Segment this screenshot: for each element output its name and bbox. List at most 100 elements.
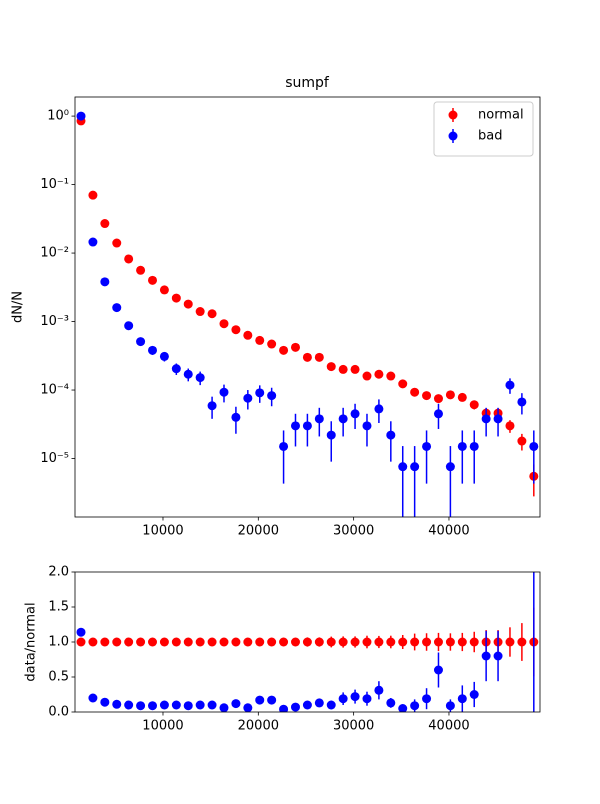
legend-marker [448,110,458,120]
data-point [338,414,348,424]
data-point [350,409,360,419]
chart-title: sumpf [285,75,330,91]
data-point [255,335,265,345]
y-tick-label: 1.0 [48,635,69,650]
data-point [362,637,372,647]
data-point [457,694,467,704]
data-point [386,698,396,708]
data-point [100,637,110,647]
data-point [433,394,443,404]
data-point [195,373,205,383]
data-point [219,703,229,712]
data-point [171,364,181,374]
data-point [338,694,348,704]
y-axis-label: dN/N [11,291,26,323]
data-point [195,307,205,317]
data-point [112,699,122,709]
data-point [517,637,527,647]
data-point [445,390,455,400]
axes-frame [74,571,541,713]
y-tick-label: 1.5 [48,600,69,615]
data-point [219,637,229,647]
data-point [124,700,134,710]
data-point [183,701,193,711]
data-point [350,692,360,702]
x-tick-label: 30000 [333,524,374,539]
data-point [433,665,443,675]
data-point [183,369,193,379]
data-point [136,637,146,647]
data-point [279,441,289,451]
data-point [159,351,169,361]
data-point [279,704,289,712]
data-point [136,265,146,275]
data-point [386,371,396,381]
data-point [195,700,205,710]
x-tick-label: 20000 [238,524,279,539]
x-tick-label: 30000 [333,719,374,734]
data-point [290,342,300,352]
legend-box [433,101,534,157]
data-point [338,637,348,647]
data-point [76,111,86,121]
x-tick-label: 20000 [238,719,279,734]
data-point [219,387,229,397]
data-point [326,430,336,440]
data-point [457,637,467,647]
data-point [410,387,420,397]
data-point [171,637,181,647]
data-point [231,699,241,709]
data-point [243,703,253,712]
data-point [207,700,217,710]
legend-label: normal [478,108,524,123]
data-point [124,637,134,647]
data-point [433,409,443,419]
data-point [386,637,396,647]
data-point [207,401,217,411]
data-point [517,397,527,407]
data-point [529,441,539,451]
data-point [469,690,479,699]
data-point [493,651,503,661]
data-point [517,436,527,446]
data-point [148,701,157,711]
data-point [159,285,169,295]
data-point [267,391,277,401]
data-point [159,700,169,710]
data-point [88,237,98,247]
data-point [422,694,432,704]
data-point [350,364,360,374]
data-point [374,685,384,695]
data-point [326,637,336,647]
x-tick-label: 10000 [142,524,183,539]
data-point [410,462,420,472]
data-point [219,319,229,329]
data-point [88,693,98,703]
data-point [243,330,253,340]
data-point [350,637,360,647]
data-point [243,393,253,403]
data-point [505,380,515,390]
data-point [314,637,324,647]
data-point [207,309,217,319]
data-point [88,637,98,647]
data-point [148,637,157,647]
data-point [326,700,336,710]
data-point [362,421,372,431]
data-point [469,637,479,647]
data-point [255,388,265,398]
data-point [112,637,122,647]
data-point [422,637,432,647]
data-point [338,364,348,374]
y-tick-label: 10⁻⁴ [40,383,69,398]
data-point [159,637,169,647]
data-point [433,637,443,647]
data-point [279,637,289,647]
data-point [445,701,455,711]
data-point [136,701,146,711]
data-point [314,698,324,708]
data-point [124,321,134,331]
data-point [267,637,277,647]
